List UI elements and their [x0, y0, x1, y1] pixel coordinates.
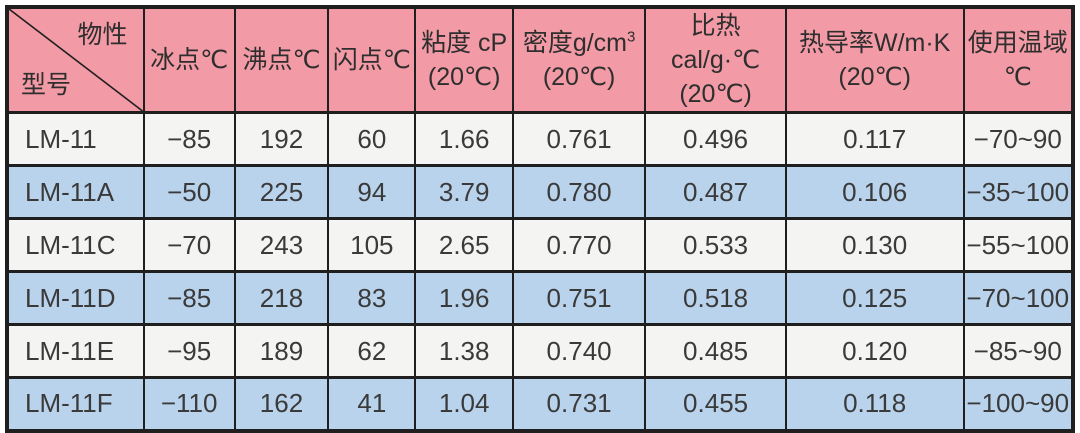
header-label: 比热cal/g·℃ — [670, 12, 761, 74]
data-cell-boiling-point: 225 — [233, 164, 330, 220]
data-cell-density: 0.731 — [511, 376, 647, 432]
data-cell-specific-heat: 0.533 — [644, 217, 787, 273]
header-label: 沸点℃ — [242, 46, 321, 74]
data-cell-temp-range: −85~90 — [962, 323, 1074, 379]
model-cell: LM-11E — [6, 323, 145, 379]
header-density: 密度g/cm3 (20℃) — [511, 5, 647, 114]
data-cell-flash-point: 62 — [327, 323, 417, 379]
header-boiling-point: 沸点℃ — [233, 5, 330, 114]
data-cell-density: 0.740 — [511, 323, 647, 379]
data-cell-specific-heat: 0.485 — [644, 323, 787, 379]
table-row-lm-11d: LM-11D −85 218 83 1.96 0.751 0.518 0.125… — [6, 270, 1074, 326]
data-cell-viscosity: 1.96 — [414, 270, 514, 326]
data-cell-thermal-conductivity: 0.125 — [784, 270, 965, 326]
data-cell-thermal-conductivity: 0.120 — [784, 323, 965, 379]
header-sublabel: (20℃) — [838, 63, 911, 91]
data-cell-flash-point: 41 — [327, 376, 417, 432]
data-cell-boiling-point: 192 — [233, 111, 330, 167]
header-label: 使用温域 — [967, 29, 1068, 57]
data-cell-viscosity: 2.65 — [414, 217, 514, 273]
data-cell-thermal-conductivity: 0.130 — [784, 217, 965, 273]
data-cell-temp-range: −100~90 — [962, 376, 1074, 432]
data-cell-specific-heat: 0.496 — [644, 111, 787, 167]
data-cell-temp-range: −70~90 — [962, 111, 1074, 167]
table-row-lm-11e: LM-11E −95 189 62 1.38 0.740 0.485 0.120… — [6, 323, 1074, 379]
data-cell-specific-heat: 0.455 — [644, 376, 787, 432]
header-label: 冰点℃ — [150, 46, 229, 74]
header-row: 物性 型号 冰点℃ 沸点℃ 闪点℃ 粘度 cP (20℃) 密度g/cm3 — [6, 5, 1074, 114]
header-specific-heat: 比热cal/g·℃ (20℃) — [644, 5, 787, 114]
table-row-lm-11c: LM-11C −70 243 105 2.65 0.770 0.533 0.13… — [6, 217, 1074, 273]
header-thermal-conductivity: 热导率W/m·K (20℃) — [784, 5, 965, 114]
data-cell-viscosity: 3.79 — [414, 164, 514, 220]
data-cell-specific-heat: 0.518 — [644, 270, 787, 326]
corner-label-model: 型号 — [21, 71, 72, 99]
diagonal-divider-line — [9, 9, 143, 111]
data-cell-temp-range: −55~100 — [962, 217, 1074, 273]
header-sublabel: (20℃) — [427, 63, 501, 91]
coolant-spec-table: 物性 型号 冰点℃ 沸点℃ 闪点℃ 粘度 cP (20℃) 密度g/cm3 — [5, 5, 1075, 433]
data-cell-temp-range: −35~100 — [962, 164, 1074, 220]
table-row-lm-11: LM-11 −85 192 60 1.66 0.761 0.496 0.117 … — [6, 111, 1074, 167]
data-cell-freezing-point: −110 — [142, 376, 236, 432]
model-cell: LM-11F — [6, 376, 145, 432]
header-label: 热导率W/m·K — [798, 29, 951, 57]
header-label: 粘度 cP — [421, 29, 508, 57]
data-cell-freezing-point: −70 — [142, 217, 236, 273]
model-cell: LM-11C — [6, 217, 145, 273]
data-cell-density: 0.751 — [511, 270, 647, 326]
data-cell-freezing-point: −95 — [142, 323, 236, 379]
header-sublabel: (20℃) — [542, 63, 616, 91]
data-cell-viscosity: 1.04 — [414, 376, 514, 432]
data-cell-freezing-point: −50 — [142, 164, 236, 220]
data-cell-freezing-point: −85 — [142, 111, 236, 167]
data-cell-viscosity: 1.66 — [414, 111, 514, 167]
header-flash-point: 闪点℃ — [327, 5, 417, 114]
data-cell-density: 0.770 — [511, 217, 647, 273]
table-row-lm-11a: LM-11A −50 225 94 3.79 0.780 0.487 0.106… — [6, 164, 1074, 220]
corner-label-property: 物性 — [77, 21, 128, 49]
data-cell-thermal-conductivity: 0.117 — [784, 111, 965, 167]
header-sublabel: (20℃) — [679, 80, 752, 108]
model-cell: LM-11D — [6, 270, 145, 326]
data-cell-viscosity: 1.38 — [414, 323, 514, 379]
data-cell-temp-range: −70~100 — [962, 270, 1074, 326]
header-temp-range: 使用温域 ℃ — [962, 5, 1074, 114]
header-label: 闪点℃ — [332, 46, 411, 74]
header-viscosity: 粘度 cP (20℃) — [414, 5, 514, 114]
header-label-text: 密度g/cm — [522, 29, 627, 57]
data-cell-flash-point: 105 — [327, 217, 417, 273]
table-row-lm-11f: LM-11F −110 162 41 1.04 0.731 0.455 0.11… — [6, 376, 1074, 432]
data-cell-boiling-point: 243 — [233, 217, 330, 273]
data-cell-specific-heat: 0.487 — [644, 164, 787, 220]
data-cell-flash-point: 94 — [327, 164, 417, 220]
header-sublabel: ℃ — [1003, 63, 1032, 91]
header-freezing-point: 冰点℃ — [142, 5, 236, 114]
header-superscript: 3 — [627, 28, 636, 46]
data-cell-density: 0.761 — [511, 111, 647, 167]
data-cell-boiling-point: 218 — [233, 270, 330, 326]
data-cell-flash-point: 83 — [327, 270, 417, 326]
data-cell-boiling-point: 162 — [233, 376, 330, 432]
corner-header-cell: 物性 型号 — [6, 5, 145, 114]
model-cell: LM-11A — [6, 164, 145, 220]
header-label: 密度g/cm3 — [515, 26, 643, 60]
data-cell-density: 0.780 — [511, 164, 647, 220]
data-cell-flash-point: 60 — [327, 111, 417, 167]
data-cell-boiling-point: 189 — [233, 323, 330, 379]
data-cell-thermal-conductivity: 0.118 — [784, 376, 965, 432]
data-cell-thermal-conductivity: 0.106 — [784, 164, 965, 220]
model-cell: LM-11 — [6, 111, 145, 167]
data-cell-freezing-point: −85 — [142, 270, 236, 326]
